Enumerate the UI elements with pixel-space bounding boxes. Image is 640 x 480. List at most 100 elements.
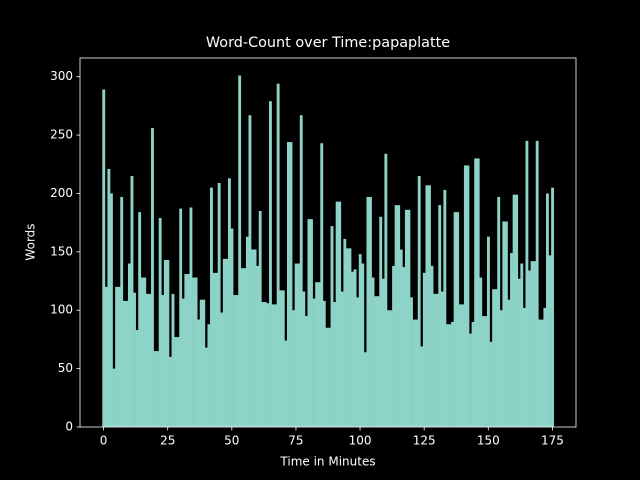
x-tick-label: 50 bbox=[224, 434, 239, 448]
bar bbox=[135, 330, 139, 427]
bar bbox=[199, 299, 203, 427]
y-tick-label: 250 bbox=[50, 128, 73, 142]
bar bbox=[258, 210, 262, 427]
bar bbox=[181, 298, 185, 427]
bar bbox=[369, 196, 372, 427]
bar bbox=[374, 296, 378, 427]
bar bbox=[307, 219, 311, 427]
bar bbox=[102, 89, 106, 428]
x-tick-label: 25 bbox=[160, 434, 175, 448]
bar bbox=[243, 268, 247, 427]
bar bbox=[212, 272, 216, 427]
bar bbox=[168, 356, 172, 427]
bar bbox=[410, 297, 413, 427]
bar bbox=[266, 303, 270, 427]
bar bbox=[492, 289, 496, 427]
bar bbox=[356, 297, 360, 427]
bar bbox=[263, 302, 267, 427]
bar bbox=[533, 261, 537, 427]
bar bbox=[220, 312, 224, 427]
bar bbox=[345, 248, 349, 427]
bar bbox=[302, 291, 306, 427]
bar bbox=[192, 277, 195, 427]
bar bbox=[322, 300, 326, 427]
bar bbox=[517, 278, 521, 427]
bar bbox=[315, 282, 319, 427]
bar bbox=[479, 277, 483, 427]
axes-frame bbox=[79, 57, 577, 428]
bar bbox=[284, 340, 288, 427]
bar bbox=[156, 351, 160, 427]
bar bbox=[451, 321, 454, 427]
bar bbox=[543, 307, 547, 427]
bar bbox=[412, 319, 416, 427]
bar bbox=[487, 236, 490, 427]
x-tick-label: 100 bbox=[349, 434, 372, 448]
bar bbox=[143, 277, 147, 427]
bar bbox=[525, 140, 529, 427]
bar bbox=[510, 253, 513, 427]
bar bbox=[404, 209, 408, 427]
x-axis-label: Time in Minutes bbox=[279, 455, 375, 469]
y-tick-label: 300 bbox=[50, 69, 73, 83]
bar bbox=[194, 277, 198, 427]
bar bbox=[294, 263, 298, 427]
bar bbox=[230, 228, 234, 427]
bar bbox=[466, 165, 470, 428]
bar bbox=[545, 193, 549, 427]
bar bbox=[117, 286, 121, 427]
bar bbox=[515, 194, 519, 427]
bar bbox=[176, 337, 180, 427]
bar bbox=[540, 319, 544, 427]
x-tick-label: 75 bbox=[288, 434, 303, 448]
bar bbox=[458, 304, 462, 427]
bar bbox=[392, 265, 395, 427]
bar bbox=[227, 178, 231, 427]
bar bbox=[520, 263, 524, 427]
bar bbox=[522, 307, 526, 427]
bar bbox=[415, 319, 419, 427]
bar bbox=[274, 304, 278, 427]
bar bbox=[333, 302, 336, 427]
bar bbox=[248, 115, 252, 427]
bar bbox=[386, 310, 390, 427]
x-tick-label: 150 bbox=[477, 434, 500, 448]
bar bbox=[469, 333, 472, 427]
bar bbox=[335, 201, 339, 427]
bar bbox=[271, 304, 275, 427]
bar bbox=[476, 158, 480, 427]
bar bbox=[222, 258, 226, 427]
bar bbox=[171, 293, 175, 427]
bar bbox=[104, 286, 108, 427]
bar bbox=[210, 187, 213, 427]
bar bbox=[197, 319, 201, 427]
bar bbox=[381, 278, 385, 427]
bar bbox=[438, 205, 442, 427]
bar bbox=[474, 158, 478, 427]
bar bbox=[161, 295, 165, 427]
bar bbox=[430, 265, 434, 427]
bar bbox=[312, 298, 316, 427]
bar bbox=[325, 327, 329, 427]
bar bbox=[320, 143, 324, 428]
bar bbox=[233, 295, 236, 427]
bar bbox=[494, 289, 498, 427]
bar bbox=[317, 282, 321, 427]
bar bbox=[297, 263, 301, 427]
bar bbox=[535, 140, 539, 427]
bar bbox=[530, 261, 534, 427]
bar bbox=[502, 221, 506, 427]
bar bbox=[292, 310, 295, 427]
bar bbox=[130, 175, 134, 427]
bar bbox=[112, 368, 116, 427]
bar bbox=[548, 255, 552, 427]
bar bbox=[453, 212, 457, 427]
bar bbox=[153, 351, 157, 427]
bar bbox=[184, 274, 188, 427]
y-axis-label: Words bbox=[24, 223, 38, 260]
bar bbox=[461, 304, 465, 427]
bar bbox=[204, 347, 208, 427]
bar bbox=[435, 293, 439, 427]
